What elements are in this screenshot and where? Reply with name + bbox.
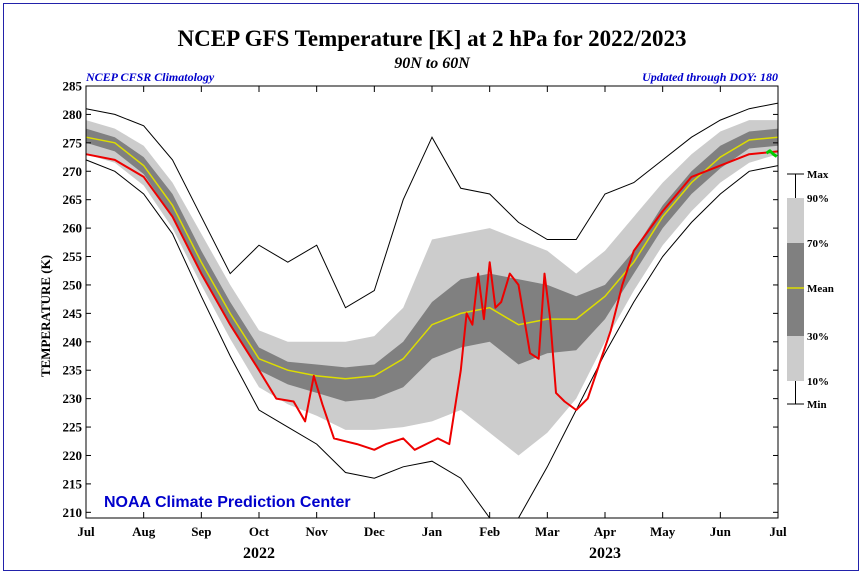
y-tick-label: 225: [63, 420, 83, 435]
year-labels: 2022 2023: [243, 545, 621, 562]
y-tick-label: 275: [63, 135, 83, 150]
x-tick-label: Jun: [710, 524, 732, 539]
y-tick-label: 250: [63, 277, 83, 292]
y-tick-label: 240: [63, 334, 83, 349]
y-tick-label: 220: [63, 448, 83, 463]
y-tick-label: 260: [63, 221, 83, 236]
legend-label: Mean: [807, 283, 834, 295]
legend-label: 70%: [807, 238, 829, 250]
x-tick-label: Dec: [364, 524, 385, 539]
x-tick-label: Jul: [769, 524, 787, 539]
min-line: [85, 159, 779, 519]
year-label: 2022: [243, 545, 275, 562]
climatology-note: NCEP CFSR Climatology: [85, 70, 215, 84]
y-tick-label: 235: [63, 363, 83, 378]
legend-label: Min: [807, 399, 827, 411]
climatology-bands: [86, 120, 778, 456]
year-label: 2023: [589, 545, 621, 562]
x-axis-ticks: Jul Aug Sep Oct Nov Dec Jan Feb Mar Apr May Jun Jul: [77, 86, 787, 539]
band-30-70: [86, 128, 778, 402]
legend: Max 90% 70% Mean 30% 10% Min: [787, 169, 834, 411]
chart-frame: [3, 3, 859, 571]
series-line-1: [765, 149, 778, 158]
x-tick-label: Oct: [249, 524, 270, 539]
credit-label: NOAA Climate Prediction Center: [104, 494, 351, 511]
x-tick-label: Apr: [594, 524, 617, 539]
band-10-90: [86, 120, 778, 456]
x-tick-label: May: [650, 524, 676, 539]
y-tick-label: 255: [63, 249, 83, 264]
max-line: [85, 102, 779, 309]
y-tick-label: 210: [63, 505, 83, 520]
x-tick-label: Jul: [77, 524, 95, 539]
y-tick-label: 270: [63, 164, 83, 179]
y-tick-label: 215: [63, 476, 83, 491]
x-tick-label: Nov: [305, 524, 328, 539]
y-tick-label: 285: [63, 79, 83, 94]
x-tick-label: Sep: [191, 524, 211, 539]
x-tick-label: Jan: [422, 524, 443, 539]
climatology-lines: [85, 102, 779, 519]
x-tick-label: Feb: [479, 524, 500, 539]
x-tick-label: Aug: [132, 524, 156, 539]
legend-label: 90%: [807, 193, 829, 205]
y-tick-label: 265: [63, 192, 83, 207]
mean-line: [85, 136, 779, 380]
y-tick-label: 230: [63, 391, 83, 406]
legend-band-inner: [787, 243, 804, 336]
y-axis-label: TEMPERATURE (K): [38, 255, 53, 377]
data-series: [85, 149, 779, 451]
y-tick-label: 280: [63, 107, 83, 122]
legend-label: Max: [807, 169, 829, 181]
y-tick-label: 245: [63, 306, 83, 321]
updated-note: Updated through DOY: 180: [642, 70, 778, 84]
legend-label: 10%: [807, 376, 829, 388]
chart-title: NCEP GFS Temperature [K] at 2 hPa for 20…: [178, 26, 687, 51]
x-tick-label: Mar: [535, 524, 560, 539]
legend-label: 30%: [807, 331, 829, 343]
series-line-0: [85, 150, 779, 451]
chart-subtitle: 90N to 60N: [394, 55, 471, 72]
y-axis-ticks: 210 215 220 225 230 235 240 245 250 255 260 265 270 2…: [63, 79, 778, 520]
